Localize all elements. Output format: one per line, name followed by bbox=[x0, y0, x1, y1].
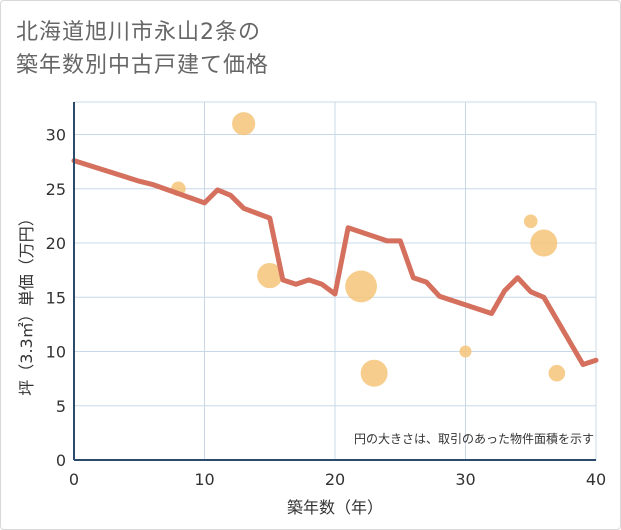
y-tick-label: 10 bbox=[46, 343, 66, 362]
bubble-point bbox=[232, 112, 256, 136]
bubble-point bbox=[523, 214, 538, 229]
bubble-size-note: 円の大きさは、取引のあった物件面積を示す bbox=[354, 431, 594, 446]
x-tick-label: 40 bbox=[586, 470, 606, 489]
chart-title: 北海道旭川市永山2条の 築年数別中古戸建て価格 bbox=[16, 16, 269, 82]
y-tick-label: 30 bbox=[46, 126, 66, 145]
y-tick-label: 0 bbox=[56, 451, 66, 470]
bubble-point bbox=[345, 270, 377, 303]
price-line bbox=[71, 158, 599, 367]
bubble-point bbox=[360, 359, 388, 387]
y-axis-label: 坪（3.3㎡）単価（万円） bbox=[17, 210, 36, 395]
x-tick-label: 30 bbox=[455, 470, 475, 489]
bubble-point bbox=[548, 364, 566, 382]
x-axis-label: 築年数（年） bbox=[287, 498, 383, 517]
y-tick-label: 15 bbox=[46, 288, 66, 307]
x-tick-label: 0 bbox=[69, 470, 79, 489]
y-tick-label: 20 bbox=[46, 234, 66, 253]
x-tick-label: 20 bbox=[325, 470, 345, 489]
x-tick-label: 10 bbox=[194, 470, 214, 489]
y-tick-label: 25 bbox=[46, 180, 66, 199]
title-line-2: 築年数別中古戸建て価格 bbox=[16, 53, 270, 78]
tick-labels: 0 5 10 15 20 25 30 0 10 20 30 40 bbox=[46, 126, 607, 489]
bubble-series bbox=[171, 112, 566, 387]
bubble-point bbox=[459, 345, 472, 358]
line-series bbox=[71, 158, 599, 367]
bubble-point bbox=[530, 229, 558, 257]
axes bbox=[73, 102, 596, 461]
bubble-point bbox=[257, 262, 283, 289]
y-tick-label: 5 bbox=[56, 397, 66, 416]
title-line-1: 北海道旭川市永山2条の bbox=[16, 20, 261, 45]
